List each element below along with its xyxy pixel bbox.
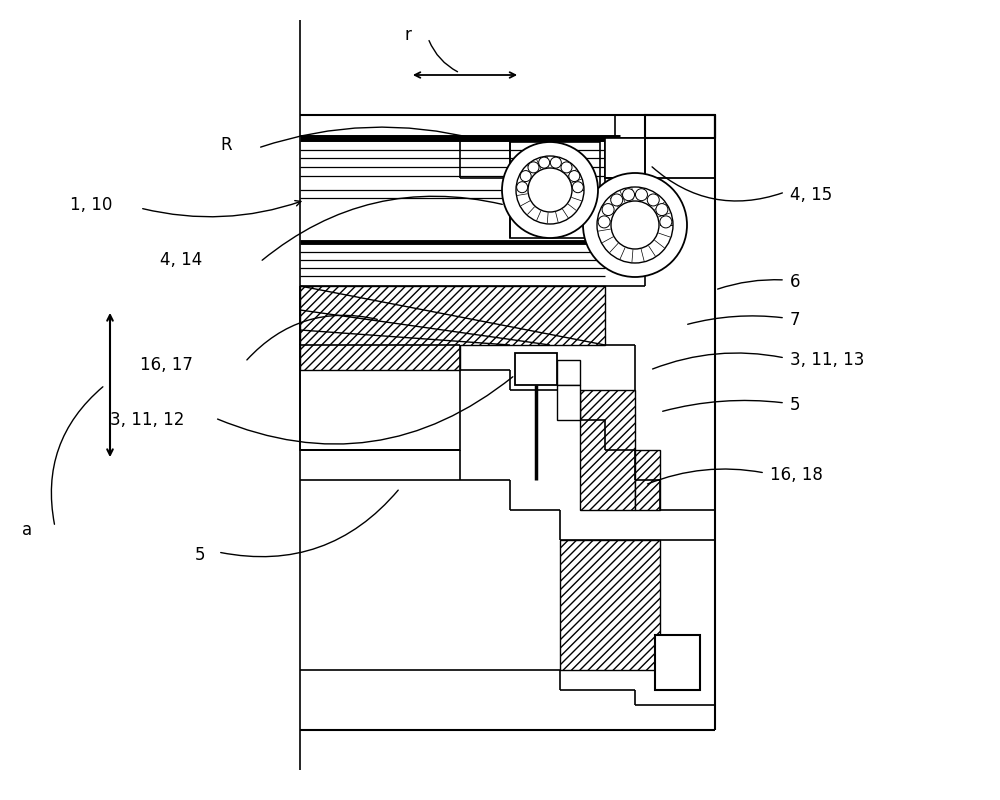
Circle shape	[539, 157, 550, 168]
Text: 3, 11, 13: 3, 11, 13	[790, 351, 864, 369]
Circle shape	[602, 203, 614, 215]
Bar	[645, 115, 715, 138]
Text: 5: 5	[195, 546, 206, 564]
Circle shape	[598, 216, 610, 228]
Text: r: r	[405, 26, 412, 44]
Bar	[300, 345, 460, 450]
Circle shape	[623, 189, 635, 201]
Circle shape	[516, 156, 584, 224]
Bar	[515, 353, 557, 385]
Polygon shape	[557, 360, 580, 420]
Text: 1, 10: 1, 10	[70, 196, 112, 214]
Polygon shape	[635, 450, 660, 510]
Circle shape	[597, 187, 673, 263]
Circle shape	[517, 182, 528, 193]
Circle shape	[660, 216, 672, 228]
Bar	[655, 635, 700, 690]
Polygon shape	[515, 353, 557, 385]
Polygon shape	[300, 286, 605, 370]
Text: 16, 17: 16, 17	[140, 356, 193, 374]
Text: 6: 6	[790, 273, 800, 291]
Circle shape	[611, 194, 623, 206]
Circle shape	[647, 194, 659, 206]
Circle shape	[550, 157, 561, 168]
Circle shape	[611, 201, 659, 249]
Text: R: R	[220, 136, 232, 154]
Circle shape	[635, 189, 647, 201]
Polygon shape	[580, 390, 635, 510]
Text: 4, 15: 4, 15	[790, 186, 832, 204]
Circle shape	[528, 162, 539, 173]
Text: a: a	[22, 521, 32, 539]
Text: 5: 5	[790, 396, 800, 414]
Text: 4, 14: 4, 14	[160, 251, 202, 269]
Circle shape	[520, 170, 531, 182]
Text: 16, 18: 16, 18	[770, 466, 823, 484]
Bar	[510, 142, 600, 238]
Circle shape	[572, 182, 583, 193]
Bar	[605, 138, 645, 178]
Circle shape	[583, 173, 687, 277]
Bar	[605, 138, 715, 178]
Bar	[557, 360, 580, 385]
Polygon shape	[560, 540, 660, 670]
Text: 7: 7	[790, 311, 800, 329]
Bar	[557, 385, 580, 420]
Text: 3, 11, 12: 3, 11, 12	[110, 411, 184, 429]
Circle shape	[502, 142, 598, 238]
Circle shape	[569, 170, 580, 182]
Circle shape	[656, 203, 668, 215]
Bar	[605, 178, 645, 218]
Circle shape	[528, 168, 572, 212]
Circle shape	[561, 162, 572, 173]
